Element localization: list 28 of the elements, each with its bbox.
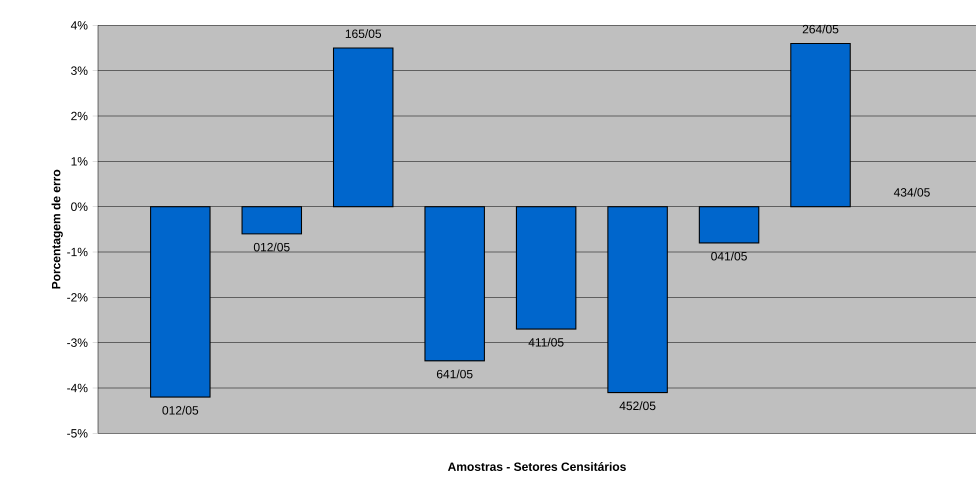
bar bbox=[332, 47, 394, 208]
y-tick-label: -1% bbox=[67, 248, 88, 256]
x-tick-label: 264/05 bbox=[802, 24, 838, 34]
x-tick-label: 434/05 bbox=[894, 188, 930, 197]
y-tick-label: 1% bbox=[72, 157, 88, 166]
y-tick-label: -2% bbox=[67, 293, 88, 302]
x-tick-label: 641/05 bbox=[436, 370, 473, 378]
y-tick-label: -5% bbox=[67, 429, 88, 438]
x-tick-label: 452/05 bbox=[620, 401, 656, 410]
y-tick-label: 4% bbox=[70, 21, 88, 30]
bar bbox=[242, 206, 302, 234]
y-axis-title: Porcentagem de erro bbox=[52, 170, 63, 289]
x-tick-label: 012/05 bbox=[254, 242, 290, 252]
bar bbox=[424, 206, 485, 362]
y-tick-label: 2% bbox=[71, 112, 88, 120]
x-axis-title: Amostras - Setores Censitários bbox=[448, 462, 626, 471]
x-tick-label: 012/05 bbox=[162, 406, 198, 415]
x-tick-label: 165/05 bbox=[346, 29, 382, 38]
y-tick-label: 0% bbox=[71, 202, 88, 211]
y-tick-label: 3% bbox=[71, 66, 88, 75]
x-tick-label: 041/05 bbox=[711, 252, 747, 260]
bar bbox=[790, 42, 851, 208]
bar bbox=[698, 206, 760, 244]
bar bbox=[516, 206, 576, 330]
bar bbox=[150, 206, 211, 398]
y-tick-label: -3% bbox=[67, 338, 88, 347]
y-tick-label: -4% bbox=[67, 384, 88, 392]
bar bbox=[607, 206, 668, 394]
